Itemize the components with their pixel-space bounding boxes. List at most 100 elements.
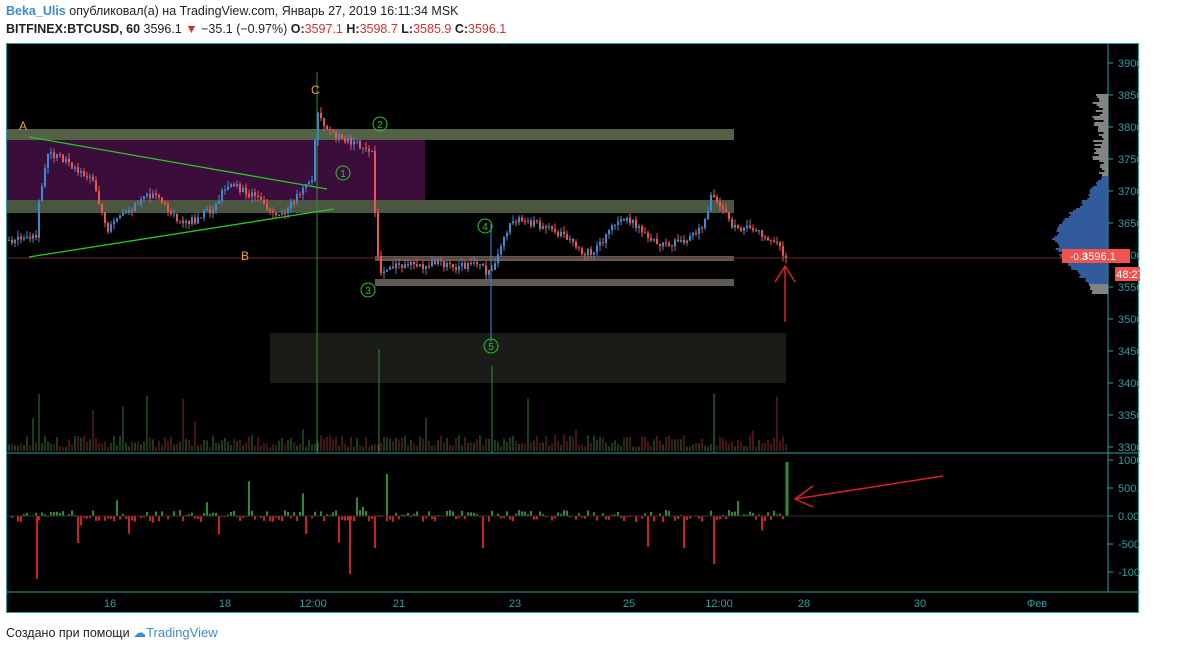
chart-frame[interactable]: A B C 1 2 3 4 5 3900.0 3850.0 3800.0 3750.0…: [6, 43, 1174, 614]
candle-body: [389, 266, 391, 270]
candle-body: [725, 209, 727, 213]
candle-body: [710, 195, 712, 211]
candle-body: [311, 180, 313, 183]
candles-group: [8, 107, 787, 342]
candle-body: [98, 191, 100, 204]
profile-bar: [1092, 102, 1108, 104]
up-arrow-icon: [774, 264, 796, 322]
tradingview-link[interactable]: TradingView: [146, 625, 218, 640]
profile-bar: [1070, 214, 1108, 216]
candle-body: [23, 237, 25, 240]
profile-bar: [1087, 198, 1108, 200]
chart-svg[interactable]: A B C 1 2 3 4 5 3900.0 3850.0 3800.0 3750.0…: [7, 44, 1174, 614]
time-tick: 12:00: [705, 598, 733, 610]
candle-body: [659, 244, 661, 247]
candle-body: [782, 246, 784, 256]
profile-bar: [1100, 164, 1108, 166]
timer-badge-text: 48:27: [1116, 269, 1140, 281]
profile-bar: [1056, 230, 1108, 232]
candle-body: [128, 210, 130, 213]
candle-body: [125, 212, 127, 214]
candle-body: [470, 263, 472, 265]
profile-bar: [1091, 292, 1108, 294]
price-tick: 3650.0: [1118, 218, 1140, 230]
candle-body: [80, 170, 82, 173]
candle-body: [485, 265, 487, 275]
candle-body: [617, 221, 619, 226]
candle-body: [182, 220, 184, 224]
time-tick: 23: [509, 598, 521, 610]
candle-body: [53, 152, 55, 158]
candle-body: [542, 226, 544, 229]
profile-bar: [1056, 228, 1108, 230]
osc-tick: 500.0000: [1118, 483, 1140, 495]
candle-body: [434, 260, 436, 265]
candle-body: [185, 221, 187, 224]
candle-body: [557, 231, 559, 236]
profile-bar: [1059, 246, 1108, 248]
range-bottom-zone: [375, 279, 734, 286]
profile-bar: [1088, 282, 1108, 284]
candle-body: [188, 221, 190, 224]
profile-bar: [1092, 158, 1108, 160]
candle-body: [323, 118, 325, 126]
candle-body: [365, 147, 367, 149]
candle-body: [257, 195, 259, 197]
candle-body: [155, 193, 157, 196]
profile-bar: [1095, 110, 1108, 112]
wave-4: 4: [477, 218, 493, 234]
profile-bar: [1068, 212, 1108, 214]
candle-body: [401, 264, 403, 268]
wave-2: 2: [372, 116, 388, 132]
candle-body: [161, 197, 163, 203]
price-tick: 3350.0: [1118, 410, 1140, 422]
username-link[interactable]: Beka_Ulis: [6, 4, 66, 18]
candle-body: [353, 140, 355, 145]
oscillator-group: [8, 462, 789, 579]
candle-body: [281, 213, 283, 216]
candle-body: [179, 220, 181, 222]
profile-bar: [1062, 222, 1108, 224]
candle-body: [719, 202, 721, 207]
profile-bar: [1096, 184, 1108, 186]
candle-body: [164, 202, 166, 204]
candle-body: [743, 227, 745, 231]
tradingview-logo-icon[interactable]: ☁: [133, 625, 147, 640]
candle-body: [587, 248, 589, 256]
candle-body: [341, 134, 343, 139]
candle-body: [674, 239, 676, 247]
candle-body: [554, 229, 556, 232]
profile-bar: [1097, 96, 1108, 98]
candle-body: [764, 236, 766, 238]
candle-body: [77, 167, 79, 173]
time-tick: 30: [914, 598, 926, 610]
candle-body: [761, 230, 763, 237]
profile-bar: [1052, 238, 1108, 240]
candle-body: [386, 269, 388, 272]
candle-body: [560, 231, 562, 236]
time-axis[interactable]: 16 18 12:00 21 23 25 12:00 28 30 Фев: [104, 598, 1047, 610]
candle-body: [404, 264, 406, 268]
candle-body: [284, 213, 286, 215]
candle-body: [41, 186, 43, 202]
candle-body: [746, 225, 748, 228]
candle-body: [62, 154, 64, 162]
osc-axis[interactable]: 1000.0000 500.0000 0.0000 -500.0000 -1000.00…: [1108, 455, 1174, 579]
candle-body: [638, 226, 640, 228]
candle-body: [287, 208, 289, 214]
candle-body: [551, 226, 553, 230]
candle-body: [581, 248, 583, 255]
candle-body: [728, 212, 730, 220]
time-tick: Фев: [1027, 598, 1047, 610]
candle-body: [326, 125, 328, 130]
profile-bar: [1104, 170, 1108, 172]
candle-body: [302, 187, 304, 195]
osc-tick: 1000.0000: [1118, 455, 1140, 467]
candle-body: [50, 152, 52, 154]
profile-bar: [1058, 226, 1108, 228]
candle-body: [431, 260, 433, 267]
candle-body: [713, 195, 715, 198]
candle-body: [116, 218, 118, 222]
candle-body: [716, 197, 718, 203]
profile-bar: [1097, 130, 1108, 132]
